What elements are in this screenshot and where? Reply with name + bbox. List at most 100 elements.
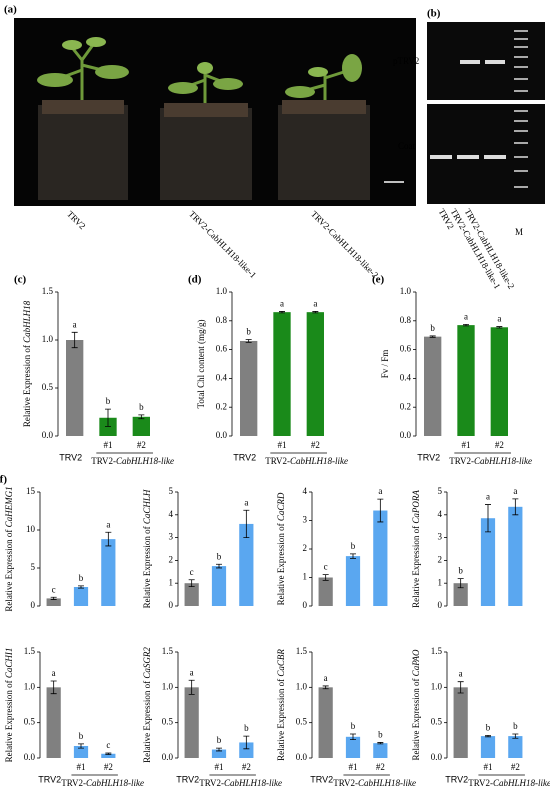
error-bar — [188, 679, 195, 695]
error-bar — [78, 743, 84, 749]
bar — [480, 736, 496, 758]
x-tick-label: TRV2 — [59, 452, 82, 462]
y-axis-label-gene: CaSGR2 — [142, 647, 152, 679]
y-tick-label: 5 — [169, 486, 174, 496]
bar — [101, 539, 116, 606]
significance-letter: a — [313, 299, 317, 309]
error-bar — [105, 752, 112, 755]
panel-label: (f) — [0, 474, 7, 486]
y-tick-label: 0.6 — [216, 344, 228, 354]
y-tick-label: 3 — [303, 515, 308, 525]
error-bar — [457, 578, 464, 589]
x-tick-label: #2 — [137, 440, 146, 450]
error-bar — [216, 747, 222, 752]
error-bar — [485, 504, 491, 533]
y-axis-label: Relative Expression of CaCHI1 — [4, 648, 14, 763]
panel-label: (c) — [14, 274, 27, 286]
y-tick-label: 1.5 — [431, 646, 443, 656]
y-tick-label: 1.5 — [24, 646, 36, 656]
error-bar — [496, 326, 503, 329]
x-tick-label: TRV2 — [176, 774, 199, 784]
bar — [184, 583, 199, 606]
bar — [373, 510, 388, 606]
significance-letter: a — [52, 668, 56, 678]
significance-letter: b — [79, 731, 84, 741]
error-bar — [457, 681, 464, 694]
bar — [239, 523, 254, 606]
y-axis-label-gene: CaCRD — [276, 492, 286, 521]
y-tick-label: 3 — [169, 532, 174, 542]
y-axis-label: Relative Expression of CaCHLH — [142, 489, 152, 608]
photo-caption: TRV2-CabHLH18-like-2 — [309, 209, 380, 280]
x-tick-label: TRV2 — [38, 774, 61, 784]
group-label-part: CabHLH18-like — [474, 456, 532, 466]
bar — [480, 518, 496, 606]
y-tick-label: 0.2 — [400, 401, 411, 411]
bar — [318, 687, 333, 758]
y-tick-label: 2 — [303, 543, 308, 553]
significance-letter: b — [217, 551, 222, 561]
y-tick-label: 0.6 — [400, 344, 412, 354]
significance-letter: a — [73, 319, 77, 329]
bar — [508, 736, 523, 758]
group-label: TRV2-CabHLH18-like — [199, 778, 282, 788]
group-label: TRV2-CabHLH18-like — [265, 456, 348, 466]
y-tick-label: 0.4 — [216, 372, 228, 382]
group-label: TRV2-CabHLH18-like — [333, 778, 416, 788]
bar — [373, 743, 388, 758]
error-bar — [322, 574, 329, 581]
group-label-part: CabHLH18-like — [86, 778, 144, 788]
y-axis-label-text: Fv / Fm — [380, 350, 390, 379]
x-tick-label: TRV2 — [310, 774, 333, 784]
significance-letter: a — [378, 486, 382, 496]
y-axis-label-text: Relative Expression of — [4, 527, 14, 611]
error-bar — [350, 553, 356, 559]
y-tick-label: 5 — [438, 486, 443, 496]
x-tick-label: #2 — [495, 440, 504, 450]
y-tick-label: 0 — [303, 600, 308, 610]
error-bar — [312, 311, 319, 314]
group-label-part: CabHLH18-like — [493, 778, 550, 788]
error-bar — [485, 734, 491, 738]
panel-label: (e) — [372, 274, 385, 286]
significance-letter: a — [244, 497, 248, 507]
y-axis-label-gene: CaCBR — [276, 649, 286, 677]
significance-letter: a — [280, 299, 284, 309]
error-bar — [50, 680, 57, 695]
bar — [46, 687, 61, 758]
significance-letter: b — [106, 396, 111, 406]
y-tick-label: 1.0 — [24, 681, 36, 691]
error-bar — [50, 596, 57, 600]
x-tick-label: #1 — [278, 440, 287, 450]
y-axis-label: Fv / Fm — [380, 350, 390, 379]
y-tick-label: 1 — [438, 577, 443, 587]
error-bar — [243, 735, 250, 750]
significance-letter: a — [513, 486, 517, 496]
y-tick-label: 0 — [169, 600, 174, 610]
significance-letter: c — [106, 740, 110, 750]
panel-label: (d) — [188, 274, 202, 286]
y-tick-label: 1.5 — [296, 646, 308, 656]
significance-letter: c — [190, 567, 194, 577]
x-tick-label: #1 — [104, 440, 113, 450]
y-tick-label: 4 — [438, 509, 443, 519]
panel-label: (b) — [427, 8, 441, 20]
bar — [184, 687, 199, 758]
error-bar — [245, 339, 252, 343]
y-axis-label-gene: CabHLH18 — [22, 300, 32, 343]
error-bar — [463, 324, 469, 327]
error-bar — [377, 498, 384, 523]
y-tick-label: 0.0 — [296, 752, 308, 762]
y-axis-label-text: Relative Expression of — [411, 524, 421, 608]
y-axis-label: Relative Expression of CaSGR2 — [142, 647, 152, 763]
y-tick-label: 5 — [31, 562, 36, 572]
group-label-part: CabHLH18-like — [290, 456, 348, 466]
significance-letter: a — [464, 311, 468, 321]
y-tick-label: 1 — [303, 572, 308, 582]
significance-letter: a — [190, 667, 194, 677]
error-bar — [350, 733, 356, 741]
y-tick-label: 0.8 — [400, 315, 412, 325]
x-tick-label: #2 — [376, 762, 385, 772]
x-tick-label: #2 — [511, 762, 520, 772]
bar — [306, 312, 324, 436]
